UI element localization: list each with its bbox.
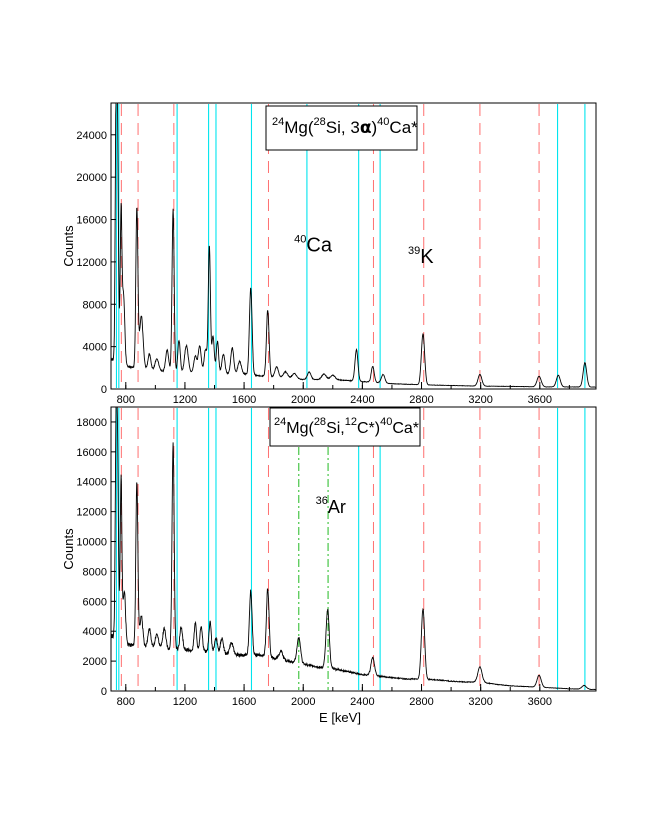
top-y-tick-label: 8000: [83, 299, 107, 311]
bottom-y-tick-label: 8000: [83, 566, 107, 578]
bottom-x-tick-label: 2000: [291, 696, 315, 708]
bottom-x-tick-label: 3200: [468, 696, 492, 708]
top-x-tick-label: 2400: [350, 394, 374, 406]
bottom-x-tick-label: 800: [117, 696, 135, 708]
bottom-y-tick-label: 12000: [76, 507, 107, 519]
bottom-y-axis-title: Counts: [61, 528, 76, 570]
top-plot-frame: [110, 102, 597, 390]
top-reaction-label-box: [265, 105, 418, 151]
bottom-x-tick-label: 2400: [350, 696, 374, 708]
top-spectrum-panel: 0 4000 8000 12000 16000 20000 24000 800 1200 160…: [61, 102, 597, 406]
top-y-axis: 0 4000 8000 12000 16000 20000 24000: [76, 130, 116, 396]
top-y-tick-label: 12000: [76, 257, 107, 269]
bottom-reaction-label: 24Mg(28Si,12C*)40Ca*: [274, 416, 419, 437]
top-spectrum-line: [110, 102, 597, 388]
bottom-y-tick-label: 4000: [83, 626, 107, 638]
bottom-y-tick-label: 18000: [76, 417, 107, 429]
argon-36-label: 36Ar: [316, 495, 346, 517]
calcium-40-label: 40Ca: [294, 233, 333, 256]
top-x-axis: 800 1200 1600 2000 2400 2800 3200 3600: [117, 382, 570, 406]
bottom-y-tick-label: 14000: [76, 477, 107, 489]
top-x-tick-label: 3200: [468, 394, 492, 406]
bottom-y-tick-label: 16000: [76, 447, 107, 459]
top-x-tick-label: 2000: [291, 394, 315, 406]
top-y-tick-label: 4000: [83, 342, 107, 354]
top-x-tick-label: 1200: [173, 394, 197, 406]
top-x-tick-label: 1600: [232, 394, 256, 406]
top-x-tick-label: 800: [117, 394, 135, 406]
top-y-axis-title: Counts: [61, 225, 76, 267]
bottom-y-axis: 0 2000 4000 6000 8000 10000 12000 14000 16000 180…: [76, 417, 116, 698]
bottom-x-tick-label: 1200: [173, 696, 197, 708]
bottom-y-tick-label: 0: [101, 686, 107, 698]
x-axis-title: E [keV]: [319, 710, 361, 725]
potassium-39-label: 39K: [408, 245, 434, 268]
top-y-tick-label: 24000: [76, 130, 107, 142]
bottom-spectrum-panel: 0 2000 4000 6000 8000 10000 12000 14000 16000 180…: [61, 406, 597, 725]
bottom-y-tick-label: 10000: [76, 537, 107, 549]
top-y-tick-label: 0: [101, 384, 107, 396]
bottom-plot-frame: [110, 406, 597, 692]
top-x-tick-label: 3600: [528, 394, 552, 406]
top-reaction-label: 24Mg(28Si, 3α)40Ca*: [272, 116, 418, 138]
bottom-y-tick-label: 2000: [83, 656, 107, 668]
bottom-y-tick-label: 6000: [83, 596, 107, 608]
bottom-reference-lines: [115, 408, 586, 690]
bottom-x-tick-label: 2800: [409, 696, 433, 708]
bottom-spectrum-line: [110, 406, 596, 691]
bottom-x-axis: 800 1200 1600 2000 2400 2800 3200 3600: [117, 684, 570, 708]
top-x-tick-label: 2800: [409, 394, 433, 406]
bottom-x-tick-label: 1600: [232, 696, 256, 708]
top-y-tick-label: 16000: [76, 215, 107, 227]
bottom-reaction-label-box: [269, 407, 421, 447]
bottom-x-tick-label: 3600: [528, 696, 552, 708]
top-y-tick-label: 20000: [76, 172, 107, 184]
